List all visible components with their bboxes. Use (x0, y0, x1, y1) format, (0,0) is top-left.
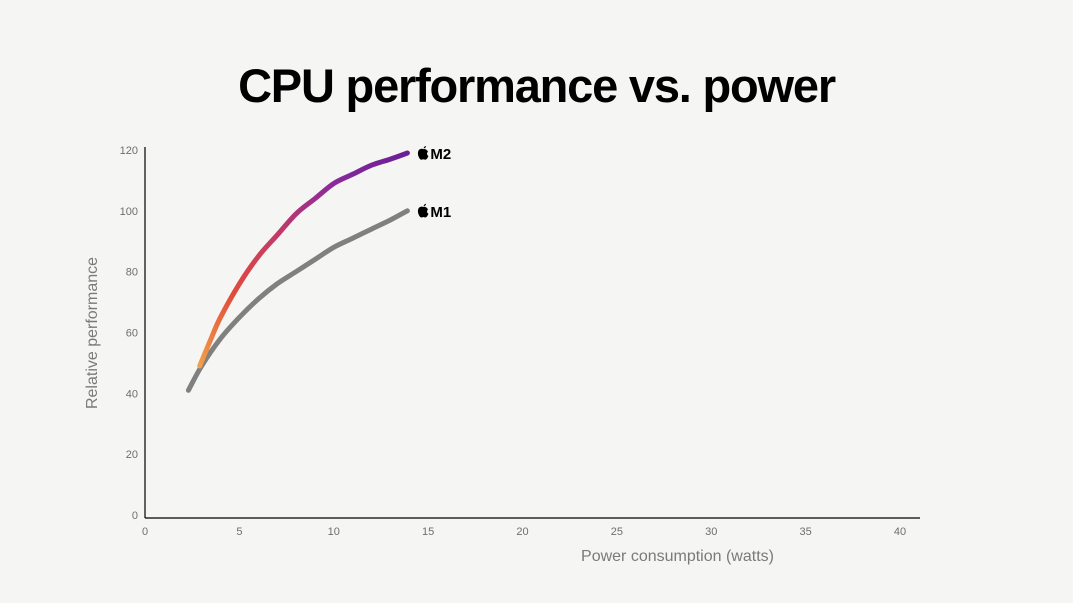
y-tick-label: 80 (126, 267, 138, 279)
x-axis-label: Power consumption (watts) (581, 548, 774, 565)
x-tick-label: 10 (328, 526, 340, 538)
x-tick-label: 30 (705, 526, 717, 538)
x-tick-label: 5 (236, 526, 242, 538)
x-tick-label: 25 (611, 526, 623, 538)
apple-logo-icon (417, 203, 429, 218)
series-name-m2: M2 (430, 146, 451, 163)
chart-title: CPU performance vs. power (238, 59, 836, 112)
series-label-m2: M2 (417, 146, 451, 163)
apple-logo-body (417, 206, 429, 218)
y-tick-label: 20 (126, 449, 138, 461)
y-tick-label: 100 (120, 206, 138, 218)
apple-logo-body (417, 148, 429, 160)
y-tick-label: 40 (126, 388, 138, 400)
series-label-m1: M1 (417, 203, 451, 221)
apple-logo-icon (417, 146, 429, 160)
x-tick-label: 35 (800, 526, 812, 538)
y-tick-label: 60 (126, 328, 138, 340)
apple-logo-leaf (423, 146, 426, 149)
x-tick-label: 20 (516, 526, 528, 538)
apple-logo-leaf (423, 203, 426, 207)
y-tick-label: 0 (132, 510, 138, 522)
x-tick-label: 40 (894, 526, 906, 538)
series-line-m1 (185, 208, 410, 393)
x-tick-label: 15 (422, 526, 434, 538)
x-tick-label: 0 (142, 526, 148, 538)
y-axis-label: Relative performance (84, 257, 101, 409)
series-name-m1: M1 (430, 204, 451, 221)
y-tick-label: 120 (120, 145, 138, 157)
series-line-m2 (197, 150, 410, 369)
